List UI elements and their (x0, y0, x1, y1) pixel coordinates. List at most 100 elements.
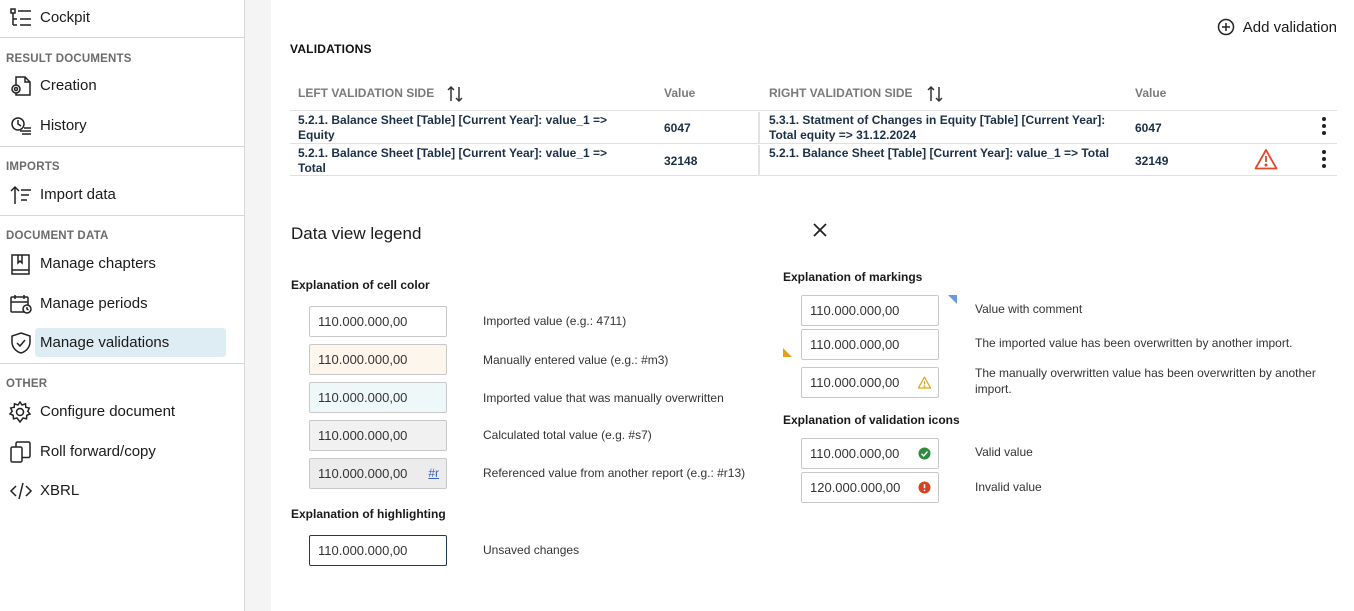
error-circle-icon (918, 481, 931, 494)
import-overwrite-marker-icon (783, 348, 792, 357)
sidebar-item-import-data[interactable]: Import data (0, 180, 244, 210)
sample-cell-invalid: 120.000.000,00 (801, 472, 939, 503)
column-separator (758, 145, 760, 176)
legend-text: Value with comment (975, 302, 1083, 316)
sidebar-item-roll-forward[interactable]: Roll forward/copy (0, 437, 244, 467)
validations-title: VALIDATIONS (290, 42, 372, 56)
left-side-cell: 5.2.1. Balance Sheet [Table] [Current Ye… (298, 146, 608, 175)
sidebar-item-label: Manage periods (40, 295, 148, 312)
left-value-cell: 6047 (664, 121, 691, 135)
legend-text: Invalid value (975, 480, 1042, 494)
sidebar-item-label: History (40, 117, 87, 134)
section-title-document-data: DOCUMENT DATA (6, 230, 109, 242)
sample-value: 110.000.000,00 (810, 446, 900, 461)
comment-marker-icon (948, 295, 957, 304)
plus-circle-icon (1217, 18, 1235, 36)
sample-cell-manual-overwritten: 110.000.000,00 (801, 367, 939, 398)
sort-icon[interactable] (926, 84, 944, 104)
legend-text: Imported value that was manually overwri… (483, 391, 724, 405)
document-gear-icon (9, 75, 33, 97)
shield-check-icon (9, 332, 33, 354)
gear-icon (8, 400, 33, 424)
sample-cell-valid: 110.000.000,00 (801, 438, 939, 469)
add-validation-label: Add validation (1242, 18, 1337, 36)
validation-icons-title: Explanation of validation icons (783, 413, 960, 427)
sidebar-gutter (245, 0, 271, 611)
sidebar-item-label: Manage chapters (40, 255, 156, 272)
section-title-result-documents: RESULT DOCUMENTS (6, 53, 132, 65)
sidebar-item-label: XBRL (40, 482, 80, 499)
section-title-other: OTHER (6, 378, 48, 390)
warning-icon (918, 376, 931, 389)
sort-icon[interactable] (446, 84, 464, 104)
active-highlight (35, 328, 226, 357)
right-side-cell: 5.3.1. Statment of Changes in Equity [Ta… (769, 113, 1106, 142)
legend-text: The imported value has been overwritten … (975, 336, 1293, 350)
legend-text: Imported value (e.g.: 4711) (483, 314, 627, 328)
divider (0, 363, 244, 364)
divider (0, 146, 244, 147)
legend-text: Manually entered value (e.g.: #m3) (483, 353, 669, 367)
sidebar-item-label: Creation (40, 77, 97, 94)
row-menu-icon[interactable] (1321, 115, 1327, 141)
sample-cell-manual: 110.000.000,00 (309, 344, 447, 375)
column-header-left-side: LEFT VALIDATION SIDE (298, 86, 435, 100)
markings-title: Explanation of markings (783, 270, 923, 284)
divider (0, 215, 244, 216)
legend-title: Data view legend (291, 224, 422, 243)
table-row[interactable]: 5.2.1. Balance Sheet [Table] [Current Ye… (290, 143, 1337, 176)
sidebar-item-cockpit[interactable]: Cockpit (0, 3, 244, 33)
divider (0, 37, 244, 38)
table-row[interactable]: 5.2.1. Balance Sheet [Table] [Current Ye… (290, 110, 1337, 143)
sample-cell-imported: 110.000.000,00 (309, 306, 447, 337)
sidebar: Cockpit RESULT DOCUMENTS Creation Histor… (0, 0, 245, 611)
legend-text: Unsaved changes (483, 543, 580, 557)
sidebar-item-manage-chapters[interactable]: Manage chapters (0, 249, 244, 279)
sidebar-item-label: Import data (40, 186, 116, 203)
sample-cell-import-overwritten: 110.000.000,00 (801, 329, 939, 360)
section-title-imports: IMPORTS (6, 161, 60, 173)
sidebar-item-label: Manage validations (40, 334, 170, 351)
import-icon (9, 184, 33, 206)
sidebar-item-creation[interactable]: Creation (0, 71, 244, 101)
left-value-cell: 32148 (664, 154, 698, 168)
check-circle-icon (918, 447, 931, 460)
sidebar-item-manage-periods[interactable]: Manage periods (0, 289, 244, 319)
highlighting-title: Explanation of highlighting (291, 507, 446, 521)
sample-value: 120.000.000,00 (810, 480, 901, 495)
right-value-cell: 6047 (1135, 121, 1162, 135)
sample-cell-comment: 110.000.000,00 (801, 295, 939, 326)
right-side-cell: 5.2.1. Balance Sheet [Table] [Current Ye… (769, 146, 1110, 160)
right-value-cell: 32149 (1135, 154, 1169, 168)
add-validation-button[interactable]: Add validation (1217, 18, 1337, 36)
left-side-cell: 5.2.1. Balance Sheet [Table] [Current Ye… (298, 113, 608, 142)
sidebar-item-history[interactable]: History (0, 111, 244, 141)
row-menu-icon[interactable] (1321, 148, 1327, 174)
warning-icon[interactable] (1254, 148, 1278, 170)
sample-cell-unsaved: 110.000.000,00 (309, 535, 447, 566)
calendar-icon (9, 293, 33, 315)
sample-cell-overwritten: 110.000.000,00 (309, 382, 447, 413)
sidebar-item-manage-validations[interactable]: Manage validations (0, 328, 244, 358)
copy-icon (9, 441, 33, 463)
sample-value: 110.000.000,00 (318, 466, 408, 481)
legend-text: The manually overwritten value has been … (975, 366, 1316, 396)
sidebar-item-configure-document[interactable]: Configure document (0, 397, 244, 427)
sidebar-item-label: Cockpit (40, 9, 91, 26)
sample-cell-referenced: 110.000.000,00 #r (309, 458, 447, 489)
cockpit-icon (9, 7, 33, 29)
close-icon[interactable] (812, 222, 828, 238)
sidebar-item-label: Configure document (40, 403, 176, 420)
sidebar-item-xbrl[interactable]: XBRL (0, 476, 244, 506)
sample-cell-calculated: 110.000.000,00 (309, 420, 447, 451)
column-header-left-value: Value (664, 86, 696, 100)
reference-link[interactable]: #r (428, 466, 439, 480)
legend-text: Referenced value from another report (e.… (483, 466, 746, 480)
sample-value: 110.000.000,00 (810, 375, 900, 390)
book-icon (9, 253, 33, 275)
legend-text: Valid value (975, 445, 1033, 459)
column-header-right-side: RIGHT VALIDATION SIDE (769, 86, 913, 100)
sidebar-item-label: Roll forward/copy (40, 443, 156, 460)
legend-text: Calculated total value (e.g. #s7) (483, 428, 652, 442)
